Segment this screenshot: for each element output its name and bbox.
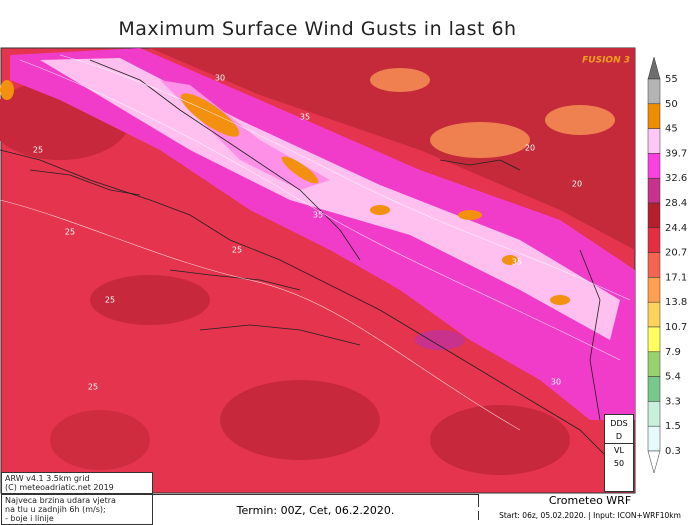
colorbar-band: [647, 252, 661, 278]
station-line: 50: [613, 459, 625, 468]
colorbar-label: 55: [665, 74, 678, 85]
station-line: DDS: [610, 419, 628, 428]
colorbar-band: [647, 277, 661, 303]
station-line: VL: [605, 443, 633, 457]
footer-termin: Termin: 00Z, Cet, 06.2.2020.: [153, 494, 478, 525]
colorbar-label: 5.4: [665, 372, 681, 383]
colorbar-arrow: [647, 56, 661, 80]
colorbar-label: 28.4: [665, 198, 687, 209]
description-box: Najveca brzina udara vjetra na tlu u zadn…: [1, 494, 153, 525]
contour-label: 25: [88, 383, 98, 392]
colorbar-label: 7.9: [665, 347, 681, 358]
colorbar-label: 20.7: [665, 248, 687, 259]
footer-model: Crometeo WRF: [478, 494, 700, 507]
colorbar-arrow: [647, 450, 661, 474]
colorbar-label: 32.6: [665, 173, 687, 184]
coastline: [0, 59, 621, 471]
station-line: D: [615, 432, 623, 441]
colorbar-label: 17.1: [665, 272, 687, 283]
colorbar-label: 1.5: [665, 421, 681, 432]
colorbar-band: [647, 128, 661, 154]
title: Maximum Surface Wind Gusts in last 6h: [118, 18, 517, 40]
colorbar-band: [647, 301, 661, 328]
contour-label: 30: [215, 74, 225, 83]
contour-label: 20: [572, 180, 582, 189]
colorbar-band: [647, 78, 661, 105]
contour-label: 25: [33, 146, 43, 155]
contour-label: 35: [512, 258, 522, 267]
station-box: DDS D VL 50: [604, 414, 634, 492]
colorbar-label: 45: [665, 124, 678, 135]
contours: [0, 54, 631, 431]
contour-label: 25: [232, 246, 242, 255]
colorbar-band: [647, 326, 661, 353]
contour-label: 35: [313, 211, 323, 220]
colorbar-label: 10.7: [665, 322, 687, 333]
info-box: ARW v4.1 3.5km grid (C) meteoadriatic.net…: [1, 472, 153, 494]
colorbar-band: [647, 351, 661, 377]
box-line: ARW v4.1 3.5km grid: [5, 474, 90, 483]
logo: FUSION 3: [582, 56, 630, 66]
colorbar-label: 50: [665, 99, 678, 110]
contour-label: 35: [300, 113, 310, 122]
colorbar-label: 0.3: [665, 446, 681, 457]
colorbar-band: [647, 227, 661, 253]
contour-label: 20: [525, 144, 535, 153]
contour-label: 25: [65, 228, 75, 237]
colorbar-label: 24.4: [665, 223, 687, 234]
colorbar-band: [647, 202, 661, 229]
colorbar-label: 39.7: [665, 148, 687, 159]
box-line: na tlu u zadnjih 6h (m/s);: [5, 505, 106, 514]
footer-run: Start: 06z, 05.02.2020. | Input: ICON+WR…: [478, 511, 700, 520]
colorbar-band: [647, 177, 661, 204]
colorbar-band: [647, 376, 661, 402]
colorbar-band: [647, 401, 661, 427]
wind-field: [0, 48, 635, 475]
colorbar-band: [647, 153, 661, 179]
box-line: Najveca brzina udara vjetra: [5, 496, 116, 505]
box-line: (C) meteoadriatic.net 2019: [5, 483, 114, 492]
colorbar-label: 13.8: [665, 297, 687, 308]
box-line: - boje i linije: [5, 514, 54, 523]
colorbar-label: 3.3: [665, 396, 681, 407]
contour-label: 30: [551, 378, 561, 387]
colorbar-band: [647, 103, 661, 129]
contour-label: 25: [105, 296, 115, 305]
colorbar-band: [647, 425, 661, 452]
